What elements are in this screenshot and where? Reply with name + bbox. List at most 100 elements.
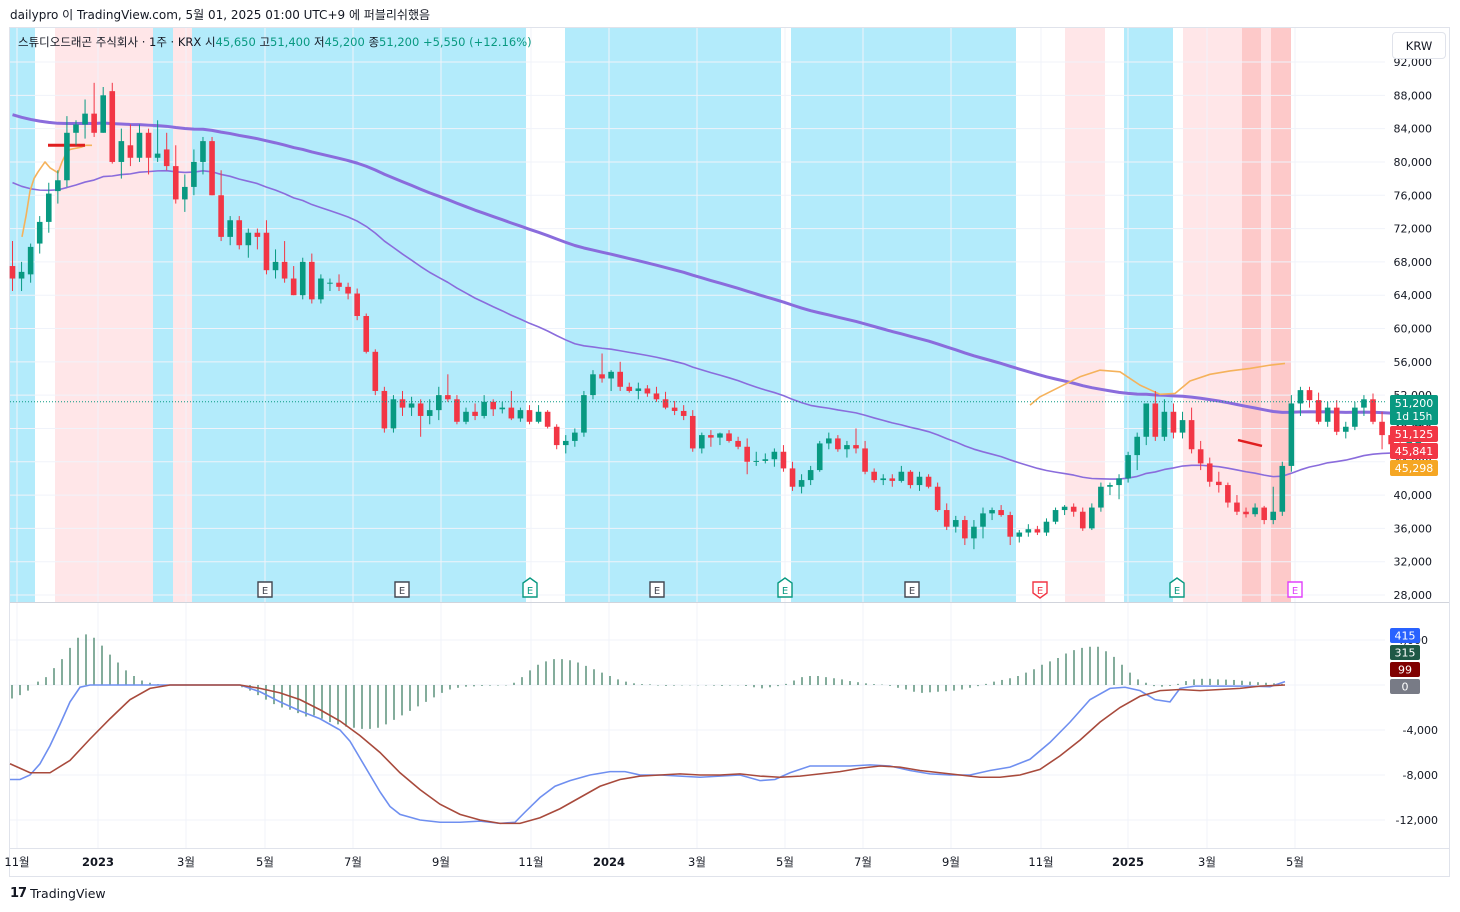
candle: [1152, 390, 1159, 441]
candle: [535, 405, 542, 424]
candle: [435, 386, 442, 421]
candle-body: [499, 407, 506, 410]
candle: [172, 145, 179, 204]
candle-body: [1034, 529, 1041, 533]
candle-body: [381, 390, 388, 429]
candle: [789, 461, 796, 491]
earnings-marker[interactable]: E: [1287, 581, 1303, 598]
candle: [118, 128, 125, 179]
macd-badge-bg: [1390, 679, 1420, 694]
earnings-marker[interactable]: E: [257, 581, 273, 598]
candle-body: [599, 374, 605, 379]
candle: [826, 432, 832, 450]
candle-body: [1179, 420, 1186, 433]
candle: [1361, 395, 1367, 416]
candle-body: [245, 232, 252, 246]
earnings-marker[interactable]: E: [777, 577, 793, 598]
candle: [816, 440, 823, 472]
earnings-marker[interactable]: E: [1169, 577, 1185, 598]
publish-caption: dailypro 이 TradingView.com, 5월 01, 2025 …: [10, 8, 431, 22]
candle: [1261, 505, 1267, 525]
candle-body: [517, 410, 524, 419]
earnings-badge: [777, 577, 793, 598]
candle: [45, 182, 52, 233]
candle: [64, 116, 70, 187]
candle: [236, 216, 243, 250]
earnings-badge: [1032, 581, 1048, 599]
candle: [1179, 411, 1186, 439]
earnings-badge: [522, 577, 538, 598]
candle: [1216, 471, 1222, 493]
earnings-badge: [1287, 581, 1303, 598]
candle-body: [962, 520, 968, 539]
earnings-marker[interactable]: E: [1032, 581, 1048, 599]
earnings-marker[interactable]: E: [394, 581, 410, 598]
open-label: 시: [204, 35, 216, 49]
candle-body: [263, 232, 270, 271]
candle-body: [971, 526, 977, 539]
candle-body: [1333, 407, 1340, 432]
earnings-marker[interactable]: E: [649, 581, 665, 598]
candle: [18, 261, 25, 292]
candle: [445, 374, 451, 402]
candle: [1234, 495, 1240, 516]
earnings-marker[interactable]: E: [904, 581, 920, 598]
ma-fast-line-end: [1029, 362, 1286, 406]
candle: [989, 507, 995, 521]
candle-body: [581, 395, 587, 433]
earnings-label: E: [654, 586, 660, 597]
candle: [553, 424, 560, 450]
candle: [835, 435, 841, 452]
regime-band: [153, 28, 173, 602]
candle: [807, 465, 814, 486]
price-badge-value: 51,125: [1395, 428, 1434, 441]
currency-button[interactable]: KRW: [1392, 32, 1446, 59]
candle: [1225, 482, 1231, 508]
candle-body: [1361, 399, 1367, 408]
candle-body: [127, 145, 134, 158]
candle-body: [608, 371, 614, 379]
candle: [36, 216, 43, 254]
earnings-marker[interactable]: E: [522, 577, 538, 598]
candle-body: [898, 471, 905, 481]
candle: [726, 430, 732, 443]
candle-body: [726, 433, 732, 441]
candle: [426, 399, 433, 425]
candle-body: [1007, 515, 1013, 537]
candle: [662, 391, 669, 410]
candle: [1342, 421, 1349, 439]
candle: [381, 386, 388, 433]
candle-body: [925, 476, 932, 487]
symbol-name[interactable]: 스튜디오드래곤 주식회사 · 1주 · KRX: [18, 35, 202, 49]
low-label: 저: [313, 35, 325, 49]
candle-body: [327, 282, 333, 284]
candle-body: [1252, 507, 1258, 515]
time-tick-label: 11월: [518, 855, 543, 869]
candle-body: [816, 443, 823, 471]
brand-name[interactable]: TradingView: [30, 886, 106, 901]
candle-body: [1306, 390, 1313, 401]
candle-body: [1161, 411, 1168, 437]
candle: [753, 451, 760, 466]
candle-body: [463, 411, 469, 422]
candle-body: [853, 445, 859, 449]
candle-body: [1025, 529, 1032, 533]
candle: [1315, 392, 1322, 425]
candle-body: [1270, 511, 1277, 521]
candle-body: [1079, 511, 1086, 529]
candle-body: [172, 166, 179, 200]
macd-badge-value: 315: [1395, 647, 1416, 660]
candle: [390, 395, 397, 433]
time-tick-label: 9월: [432, 855, 450, 869]
candle-body: [1370, 399, 1376, 422]
candle-body: [662, 399, 669, 408]
candle-body: [481, 401, 487, 416]
macd-lines: [9, 680, 1286, 825]
candle: [898, 465, 905, 483]
candle-body: [798, 480, 805, 487]
candle: [345, 282, 351, 300]
macd-badge: 99: [1390, 662, 1420, 677]
candle: [644, 385, 651, 397]
